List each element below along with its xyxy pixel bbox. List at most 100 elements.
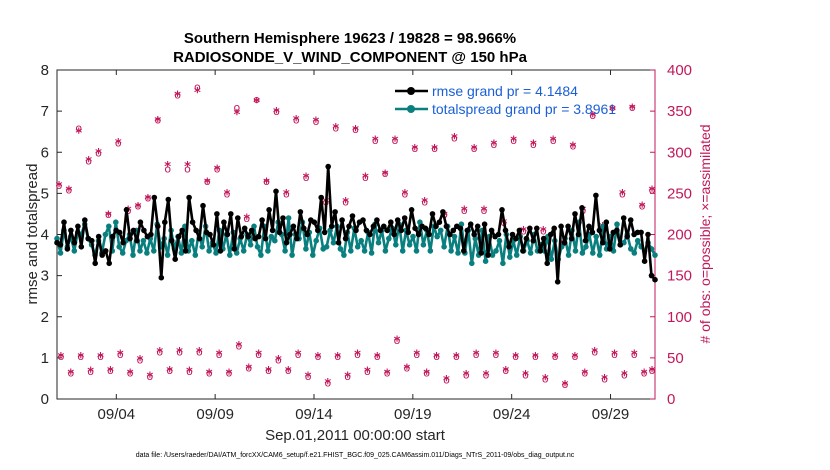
obs-assimilated-point: * (481, 204, 488, 219)
obs-possible-point: o (194, 80, 201, 93)
obs-possible-point: o (372, 134, 379, 147)
obs-possible-point: o (641, 367, 648, 380)
rmse-point (433, 223, 439, 230)
chart-title: Southern Hemisphere 19623 / 19828 = 98.9… (184, 30, 516, 47)
obs-assimilated-point: * (65, 185, 72, 200)
rmse-point (645, 231, 651, 238)
obs-possible-point: o (95, 146, 102, 159)
obs-possible-point: o (491, 138, 498, 151)
obs-possible-point: o (421, 196, 428, 209)
rmse-point (297, 209, 304, 215)
rmse-point (217, 248, 224, 254)
totalspread-point (354, 244, 361, 250)
totalspread-point (382, 248, 389, 254)
y-right-tick-label: 350 (667, 103, 692, 120)
obs-possible-point: o (510, 134, 517, 147)
rmse-point (148, 231, 154, 238)
totalspread-point (130, 252, 136, 258)
rmse-point (360, 217, 366, 223)
obs-assimilated-point: * (303, 172, 310, 187)
rmse-point (415, 231, 422, 238)
y-right-tick-label: 250 (667, 185, 692, 202)
obs-assimilated-point: * (127, 367, 134, 382)
rmse-point (436, 219, 443, 225)
rmse-point (304, 231, 311, 238)
y-tick-label: 7 (41, 103, 49, 120)
rmse-point (384, 227, 391, 234)
obs-assimilated-point: * (235, 340, 242, 355)
totalspread-point (496, 237, 503, 244)
obs-assimilated-point: * (483, 369, 490, 384)
obs-assimilated-point: * (166, 365, 173, 380)
obs-assimilated-point: * (403, 362, 410, 377)
rmse-point (116, 229, 123, 236)
obs-assimilated-point: * (490, 139, 497, 154)
rmse-point (71, 239, 78, 246)
rmse-point (565, 223, 571, 230)
y-tick-label: 4 (41, 227, 49, 244)
rmse-point (370, 223, 377, 230)
obs-possible-point: o (226, 367, 233, 380)
rmse-point (290, 223, 297, 230)
rmse-point (315, 227, 321, 234)
totalspread-point (213, 250, 219, 256)
legend-spread-label: totalspread grand pr = 3.8961 (432, 101, 616, 117)
rmse-point (614, 227, 620, 234)
totalspread-point (565, 252, 572, 258)
totalspread-point (272, 237, 278, 244)
rmse-series (54, 163, 658, 285)
rmse-point (652, 276, 658, 283)
totalspread-point (140, 237, 147, 244)
x-tick-label: 09/09 (196, 406, 234, 423)
obs-possible-point: o (542, 372, 549, 385)
obs-assimilated-point: * (233, 108, 240, 123)
obs-assimilated-point: * (285, 365, 292, 380)
obs-possible-point: o (520, 224, 527, 237)
rmse-point (57, 242, 64, 248)
obs-possible-point: o (105, 208, 112, 221)
obs-count-markers: o ooooooooooooooooooooooooooooooooooooooo… (56, 80, 656, 393)
rmse-point (328, 223, 335, 230)
totalspread-point (106, 223, 112, 230)
totalspread-point (247, 242, 254, 248)
obs-assimilated-point: * (75, 126, 82, 141)
totalspread-point (323, 244, 330, 250)
rmse-point (269, 227, 276, 234)
rmse-point (443, 223, 450, 230)
obs-assimilated-point: * (611, 348, 618, 363)
obs-assimilated-point: * (176, 346, 183, 361)
obs-assimilated-point: * (589, 110, 596, 125)
rmse-point (186, 194, 192, 201)
rmse-point (554, 279, 561, 285)
rmse-point (155, 223, 161, 230)
chart-subtitle: RADIOSONDE_V_WIND_COMPONENT @ 150 hPa (173, 49, 528, 66)
obs-assimilated-point: * (164, 160, 171, 175)
rmse-point (224, 231, 231, 238)
obs-possible-point: o (127, 367, 134, 380)
x-tick-label: 09/29 (592, 406, 630, 423)
obs-assimilated-point: * (115, 137, 122, 152)
obs-possible-point: o (601, 372, 608, 385)
totalspread-point (593, 233, 599, 240)
obs-possible-point: o (204, 175, 211, 188)
obs-possible-point: o (58, 350, 65, 363)
rmse-point (89, 237, 95, 244)
obs-possible-point: o (609, 101, 616, 114)
obs-assimilated-point: * (641, 367, 648, 382)
obs-possible-point: o (236, 340, 243, 353)
rmse-point (248, 227, 255, 234)
rmse-point (596, 227, 603, 234)
rmse-point (638, 229, 644, 236)
totalspread-point (572, 248, 579, 254)
obs-possible-point: o (243, 212, 250, 225)
rmse-point (109, 233, 116, 240)
obs-assimilated-point: * (431, 143, 438, 158)
y-tick-label: 5 (41, 185, 49, 202)
totalspread-point (493, 248, 499, 254)
obs-assimilated-point: * (530, 139, 537, 154)
obs-assimilated-point: * (570, 140, 577, 155)
obs-possible-point: o (619, 187, 626, 200)
y-right-tick-label: 200 (667, 227, 692, 244)
obs-assimilated-point: * (461, 204, 468, 219)
